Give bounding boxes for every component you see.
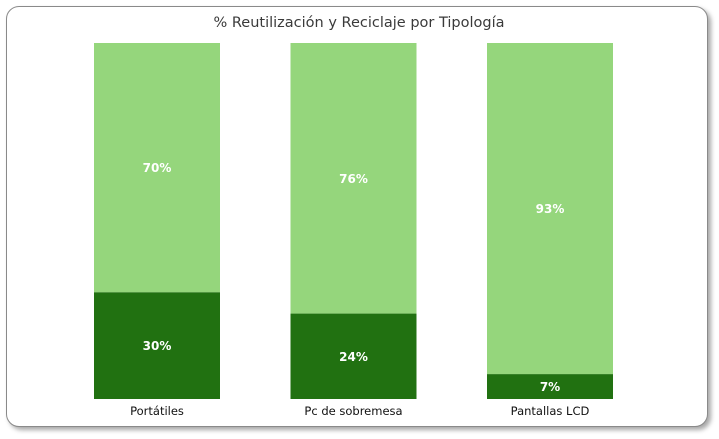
bar-segment-reciclaje-3[interactable] xyxy=(487,43,613,375)
category-label: Portátiles xyxy=(130,404,184,418)
data-label: 24% xyxy=(339,350,368,364)
category-label: Pantallas LCD xyxy=(511,404,590,418)
bar-segment-reciclaje-1[interactable] xyxy=(94,43,220,293)
bar-segment-reutilizacion-2[interactable] xyxy=(290,313,417,399)
chart-title: % Reutilización y Reciclaje por Tipologí… xyxy=(213,15,504,31)
data-label: 76% xyxy=(339,172,368,186)
bar-segment-reutilizacion-1[interactable] xyxy=(94,292,220,399)
data-label: 93% xyxy=(536,202,565,216)
bars-group: 30% 70% Portátiles 24% 76% Pc de sobremesa 7% 9… xyxy=(94,43,613,418)
data-label: 70% xyxy=(143,161,172,175)
category-label: Pc de sobremesa xyxy=(304,404,402,418)
data-label: 30% xyxy=(143,339,172,353)
bar-segment-reutilizacion-3[interactable] xyxy=(487,374,613,399)
bar-segment-reciclaje-2[interactable] xyxy=(290,43,417,314)
data-label: 7% xyxy=(540,380,560,394)
